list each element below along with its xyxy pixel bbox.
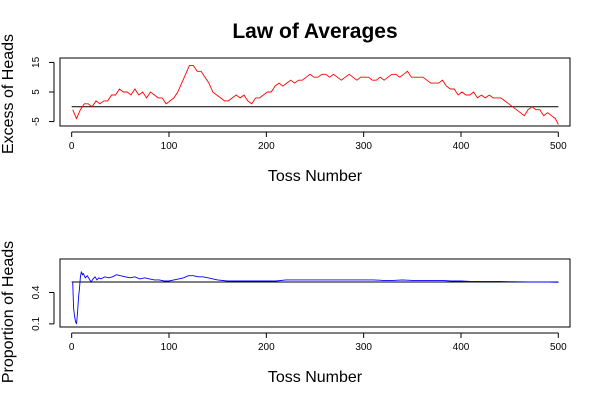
x-axis-label: Toss Number: [268, 168, 363, 185]
x-tick-label: 200: [258, 141, 275, 152]
x-tick-label: 0: [69, 342, 75, 353]
y-tick-label: 0.4: [31, 285, 42, 299]
x-tick-label: 100: [161, 141, 178, 152]
x-tick-label: 0: [69, 141, 75, 152]
x-tick-label: 400: [453, 342, 470, 353]
y-tick-label: 15: [31, 56, 42, 68]
x-tick-label: 300: [355, 141, 372, 152]
excess-of-heads-panel: 0 100 200 300 400 500 -5 5 15 Toss Number Exces…: [0, 34, 571, 185]
y-tick-label: 0.1: [31, 316, 42, 330]
series-line: [72, 64, 559, 125]
y-tick-label: -5: [31, 117, 42, 126]
x-tick-label: 400: [453, 141, 470, 152]
x-tick-label: 500: [550, 141, 567, 152]
series-line: [72, 271, 559, 325]
x-axis-label: Toss Number: [268, 369, 363, 386]
y-axis-ticks: 0.1 0.4: [31, 285, 55, 331]
x-tick-label: 200: [258, 342, 275, 353]
x-axis-ticks: 0 100 200 300 400 500: [69, 131, 567, 152]
x-tick-label: 500: [550, 342, 567, 353]
y-axis-ticks: -5 5 15: [31, 56, 55, 126]
plot-frame: [59, 57, 571, 127]
x-tick-label: 300: [355, 342, 372, 353]
plot-frame: [59, 258, 571, 328]
y-tick-label: 5: [31, 89, 42, 95]
y-axis-label: Proportion of Heads: [0, 241, 17, 383]
y-axis-label: Excess of Heads: [0, 34, 17, 154]
chart-title: Law of Averages: [232, 20, 397, 43]
x-tick-label: 100: [161, 342, 178, 353]
x-axis-ticks: 0 100 200 300 400 500: [69, 332, 567, 353]
proportion-of-heads-panel: 0 100 200 300 400 500 0.1 0.4 Toss Number Prop…: [0, 241, 571, 386]
